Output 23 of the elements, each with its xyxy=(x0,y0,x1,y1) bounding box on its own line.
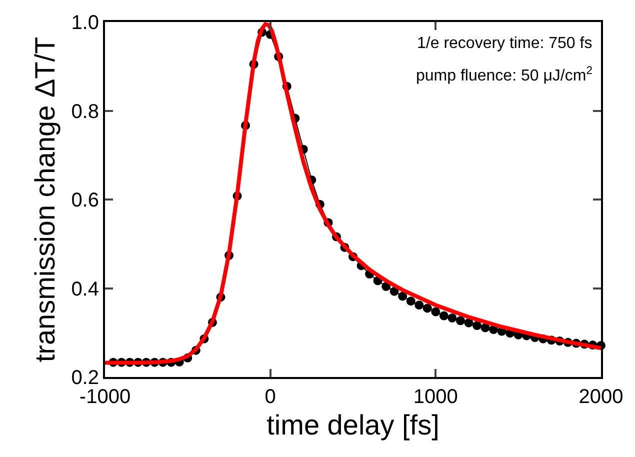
point xyxy=(406,296,416,306)
y-tick-label: 1.0 xyxy=(71,12,99,34)
x-tick-label: 2000 xyxy=(578,386,624,408)
annotation: pump fluence: 50 μJ/cm$^{2}$ xyxy=(416,65,592,85)
y-tick-label: 0.8 xyxy=(71,100,99,123)
y-tick-label: 0.2 xyxy=(71,367,99,389)
y-tick-label: 0.6 xyxy=(71,190,99,212)
x-tick-label: 1000 xyxy=(413,386,458,408)
point xyxy=(431,307,440,316)
point xyxy=(414,300,424,310)
y-axis-title: transmission change ΔT/T xyxy=(29,36,60,362)
point xyxy=(472,321,482,330)
x-axis-title: time delay [fs] xyxy=(266,410,440,441)
point xyxy=(448,313,457,322)
point xyxy=(398,292,408,301)
x-tick-label: 0 xyxy=(264,386,276,408)
y-tick-label: 0.4 xyxy=(71,278,99,300)
point xyxy=(456,316,465,326)
point xyxy=(422,304,432,313)
x-tick-label: -1000 xyxy=(79,386,131,408)
annotation: 1/e recovery time: 750 fs xyxy=(417,35,592,52)
point xyxy=(464,318,474,328)
point xyxy=(439,311,448,320)
